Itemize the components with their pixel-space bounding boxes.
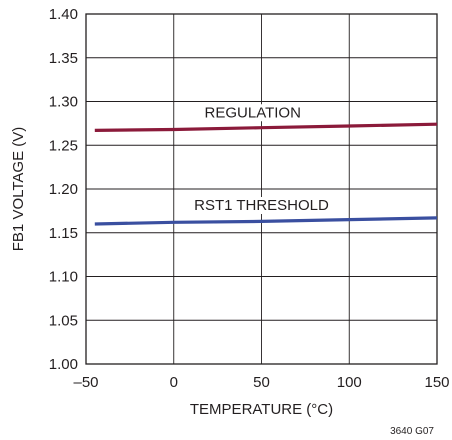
- x-tick-label: 150: [424, 374, 449, 391]
- y-tick-label: 1.00: [49, 356, 78, 373]
- series-annotation: RST1 THRESHOLD: [194, 197, 329, 214]
- y-tick-label: 1.30: [49, 94, 78, 111]
- figure-id: 3640 G07: [390, 426, 434, 437]
- annotation-background: [190, 197, 334, 214]
- y-tick-label: 1.05: [49, 312, 78, 329]
- annotations: REGULATION RST1 THRESHOLD: [190, 104, 334, 214]
- x-tick-label: 50: [253, 374, 270, 391]
- x-tick-label: 0: [170, 374, 178, 391]
- y-tick-label: 1.20: [49, 181, 78, 198]
- x-tick-label: –50: [73, 374, 98, 391]
- series-layer: [94, 122, 438, 226]
- x-axis-label: TEMPERATURE (°C): [190, 401, 333, 418]
- y-tick-label: 1.10: [49, 269, 78, 286]
- series-line-rst1-threshold: [94, 216, 438, 226]
- x-tick-labels: –50 0 50 100 150: [73, 374, 449, 391]
- series-annotation: REGULATION: [205, 104, 301, 121]
- grid: [86, 14, 437, 364]
- y-tick-label: 1.35: [49, 50, 78, 67]
- plot-frame: [85, 13, 438, 365]
- y-tick-labels: 1.00 1.05 1.10 1.15 1.20 1.25 1.30 1.35 1.40: [49, 6, 78, 373]
- y-tick-label: 1.40: [49, 6, 78, 23]
- y-tick-label: 1.15: [49, 225, 78, 242]
- x-tick-label: 100: [337, 374, 362, 391]
- y-axis-label: FB1 VOLTAGE (V): [10, 127, 27, 251]
- y-tick-label: 1.25: [49, 137, 78, 154]
- annotation-background: [200, 104, 305, 122]
- series-line-regulation: [94, 122, 438, 132]
